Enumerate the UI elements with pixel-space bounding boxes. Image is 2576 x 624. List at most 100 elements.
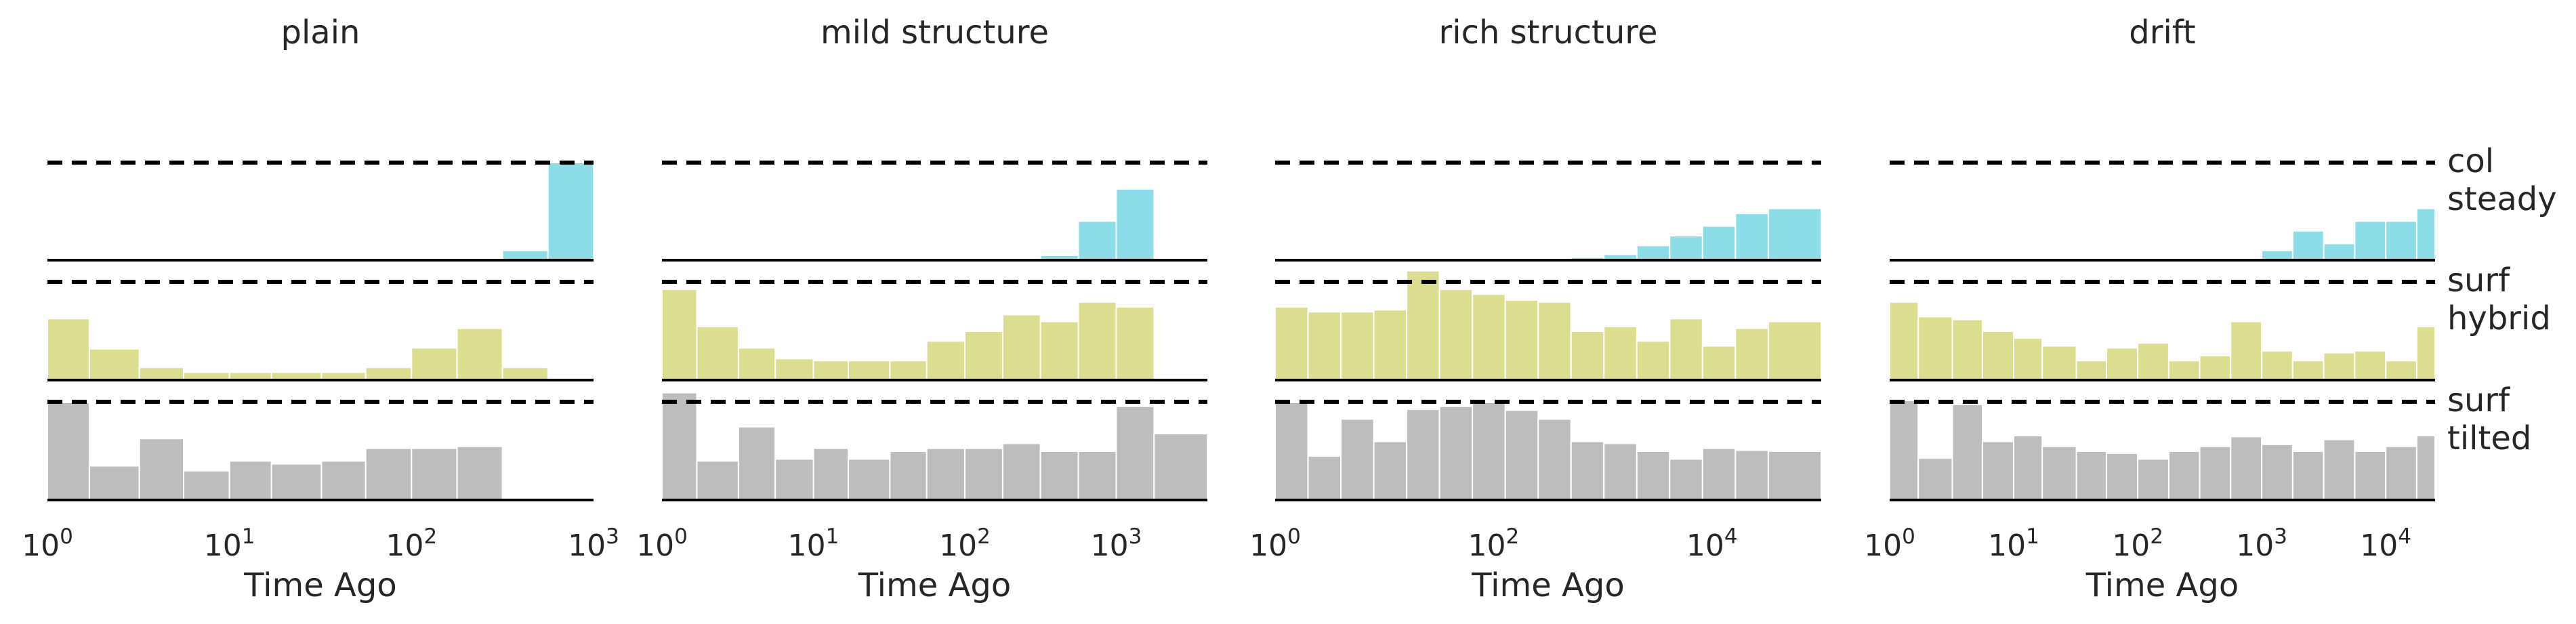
- histogram-bar: [2261, 249, 2293, 262]
- histogram-bar: [2385, 220, 2417, 261]
- histogram-bar: [2199, 355, 2232, 381]
- histogram-bar: [2261, 350, 2293, 381]
- histogram-bar: [2291, 230, 2325, 261]
- x-tick-label: 104: [2360, 524, 2411, 563]
- histogram-bar: [1115, 188, 1155, 261]
- histogram-bar: [1115, 306, 1155, 381]
- histogram-bar: [1669, 235, 1703, 261]
- histogram-bar: [1981, 331, 2014, 381]
- histogram-bar: [2075, 451, 2107, 501]
- histogram-bar: [1636, 245, 1671, 261]
- row-steady: [2230, 207, 2436, 262]
- x-tick-label: 103: [2236, 524, 2287, 563]
- histogram-bar: [47, 318, 90, 381]
- histogram-bar: [2167, 360, 2201, 381]
- x-tick-label: 102: [939, 524, 991, 563]
- panel-title: rich structure: [1439, 14, 1658, 51]
- histogram-bar: [1767, 320, 1822, 381]
- histogram-bar: [774, 458, 814, 501]
- histogram-bar: [1274, 306, 1309, 381]
- histogram-bar: [2291, 360, 2325, 381]
- histogram-bar: [1767, 451, 1822, 501]
- histogram-bar: [1734, 212, 1769, 261]
- histogram-bar: [2415, 435, 2436, 501]
- histogram-bar: [1603, 442, 1638, 501]
- row-hybrid: [47, 318, 549, 381]
- x-tick-label: 100: [636, 524, 688, 563]
- x-tick-label: 101: [204, 524, 255, 563]
- histogram-bar: [2137, 458, 2169, 501]
- histogram-bar: [2041, 445, 2077, 501]
- histogram-bar: [320, 460, 367, 501]
- histogram-bar: [2415, 207, 2436, 262]
- histogram-bar: [88, 465, 140, 501]
- histogram-bar: [2106, 452, 2139, 501]
- histogram-bar: [696, 460, 739, 501]
- histogram-bar: [661, 392, 698, 501]
- histogram-bar: [889, 451, 928, 501]
- histogram-bar: [2075, 360, 2107, 381]
- x-tick-label: 100: [22, 524, 73, 563]
- histogram-bar: [1917, 457, 1953, 501]
- histogram-bar: [812, 360, 849, 381]
- histogram-bar: [737, 347, 776, 381]
- x-tick-label: 101: [1988, 524, 2039, 563]
- histogram-bar: [1734, 449, 1769, 501]
- row-steady: [456, 162, 594, 262]
- histogram-bar: [501, 249, 549, 262]
- histogram-bar: [228, 460, 272, 501]
- row-label-steady-line2: steady: [2447, 180, 2557, 218]
- x-axis-label: Time Ago: [858, 566, 1011, 604]
- histogram-bar: [1669, 318, 1703, 381]
- histogram-bar: [1767, 207, 1822, 262]
- row-hybrid: [1889, 301, 2436, 381]
- x-tick-label: 104: [1686, 524, 1738, 563]
- histogram-bar: [1274, 402, 1309, 501]
- row-label-hybrid-line1: surf: [2447, 262, 2510, 299]
- histogram-bar: [2013, 337, 2043, 381]
- histogram-bar: [2230, 320, 2263, 381]
- x-axis-label: Time Ago: [243, 566, 396, 604]
- histogram-bar: [2261, 443, 2293, 501]
- histogram-bar: [183, 470, 230, 501]
- histogram-bar: [2354, 451, 2387, 501]
- histogram-bar: [1077, 301, 1117, 381]
- histogram-bar: [1373, 309, 1408, 381]
- histogram-bar: [1373, 440, 1408, 501]
- histogram-bar: [2415, 325, 2436, 381]
- histogram-bar: [2013, 435, 2043, 501]
- histogram-bar: [964, 331, 1003, 381]
- histogram-bar: [1153, 433, 1209, 501]
- histogram-bar: [661, 289, 698, 381]
- histogram-bar: [848, 458, 891, 501]
- histogram-bar: [456, 445, 503, 501]
- histogram-bar: [774, 358, 814, 381]
- panel-title: drift: [2129, 14, 2195, 51]
- histogram-bar: [2323, 243, 2356, 261]
- histogram-bar: [547, 162, 594, 261]
- histogram-bar: [1406, 270, 1440, 381]
- histogram-bar: [1340, 418, 1375, 501]
- histogram-bar: [138, 367, 184, 381]
- histogram-bar: [2323, 352, 2356, 381]
- histogram-bar: [1951, 318, 1983, 381]
- histogram-bar: [964, 447, 1003, 501]
- histogram-bar: [926, 340, 965, 381]
- row-tilted: [47, 402, 503, 501]
- histogram-bar: [1504, 299, 1539, 381]
- histogram-bar: [1570, 331, 1605, 381]
- histogram-bar: [1636, 451, 1671, 501]
- histogram-bar: [1406, 409, 1440, 501]
- row-hybrid: [661, 289, 1155, 381]
- panel-2: rich structure 100 102 104 Time Ago: [1249, 14, 1822, 604]
- histogram-bar: [1001, 314, 1041, 381]
- histogram-bar: [812, 447, 849, 501]
- row-hybrid: [1274, 270, 1822, 381]
- histogram-bar: [1438, 405, 1474, 501]
- histogram-bar: [138, 438, 184, 501]
- histogram-bar: [1307, 311, 1342, 381]
- x-axis-label: Time Ago: [1471, 566, 1624, 604]
- histogram-bar: [2385, 360, 2417, 381]
- panel-title: mild structure: [820, 14, 1049, 51]
- histogram-bar: [1472, 293, 1506, 381]
